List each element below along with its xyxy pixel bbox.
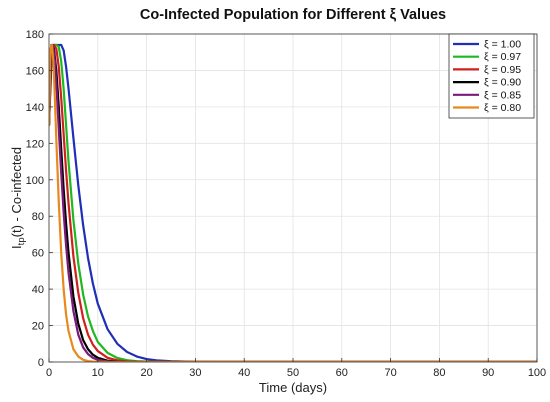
legend: ξ = 1.00ξ = 0.97ξ = 0.95ξ = 0.90ξ = 0.85… [448, 33, 535, 119]
legend-box [448, 33, 535, 119]
chart-title: Co-Infected Population for Different ξ V… [140, 7, 446, 23]
y-tick-label: 120 [26, 138, 44, 150]
x-tick-label: 100 [528, 367, 546, 379]
x-tick-label: 70 [384, 367, 396, 379]
x-tick-label: 0 [46, 367, 52, 379]
x-tick-label: 20 [140, 367, 152, 379]
y-tick-label: 40 [32, 284, 44, 296]
x-tick-label: 50 [287, 367, 299, 379]
x-tick-label: 80 [433, 367, 445, 379]
series-line-5 [49, 43, 537, 362]
legend-entry-0: ξ = 1.00 [484, 39, 521, 51]
series-line-4 [49, 43, 537, 362]
series-lines [49, 43, 537, 362]
legend-entry-2: ξ = 0.95 [484, 64, 521, 76]
y-tick-label: 80 [32, 211, 44, 223]
y-axis-label: Itp(t) - Co-infected [9, 147, 27, 249]
y-tick-label: 140 [26, 102, 44, 114]
y-axis-label-subscript: tp [16, 237, 27, 245]
y-tick-label: 100 [26, 175, 44, 187]
x-axis-label: Time (days) [259, 380, 327, 395]
x-tick-label: 90 [482, 367, 494, 379]
series-line-0 [49, 43, 537, 362]
y-tick-label: 60 [32, 248, 44, 260]
legend-entry-3: ξ = 0.90 [484, 77, 521, 89]
legend-entry-1: ξ = 0.97 [484, 51, 521, 63]
y-axis-label-rest: (t) - Co-infected [9, 147, 24, 237]
x-tick-label: 60 [336, 367, 348, 379]
y-tick-label: 180 [26, 29, 44, 41]
y-tick-label: 0 [38, 357, 44, 369]
x-tick-label: 40 [238, 367, 250, 379]
y-tick-label: 160 [26, 65, 44, 77]
axis-ticks: 0 10 20 30 40 50 60 70 80 90 100 0 20 40 60 80 100 120 140… [26, 29, 547, 379]
y-tick-label: 20 [32, 321, 44, 333]
series-line-2 [49, 43, 537, 362]
x-tick-label: 30 [189, 367, 201, 379]
y-axis-label-main: I [9, 245, 24, 249]
legend-entry-5: ξ = 0.80 [484, 102, 521, 114]
x-tick-label: 10 [92, 367, 104, 379]
legend-entry-4: ξ = 0.85 [484, 89, 521, 101]
series-line-1 [49, 43, 537, 362]
